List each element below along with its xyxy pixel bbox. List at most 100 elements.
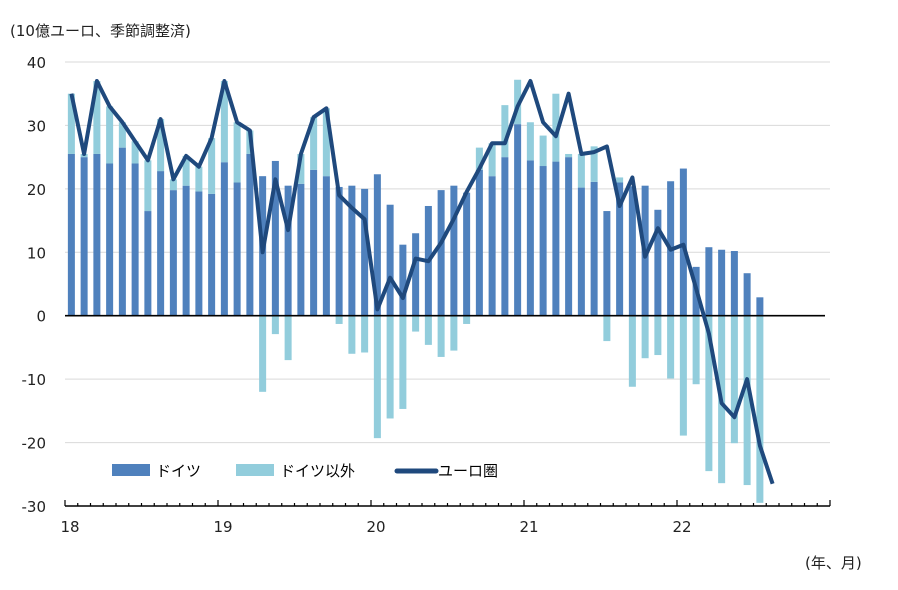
bar-other (106, 106, 114, 164)
bar-other (475, 147, 483, 170)
bar-germany (450, 185, 458, 316)
bar-other (730, 315, 738, 444)
bar-germany (437, 190, 445, 316)
y-tick-label: -30 (22, 498, 47, 516)
bar-other (335, 315, 343, 324)
bar-germany (616, 182, 624, 316)
legend-label-other: ドイツ以外 (280, 462, 355, 480)
bar-germany (297, 183, 305, 316)
bar-other (501, 105, 509, 158)
bar-other (297, 153, 305, 184)
legend-swatch-other (236, 464, 274, 476)
bar-other (756, 315, 764, 503)
bar-germany (361, 188, 369, 316)
bar-other (259, 315, 267, 392)
y-tick-label: -20 (22, 435, 47, 453)
x-tick-label: 19 (213, 518, 232, 536)
bar-germany (705, 247, 713, 316)
y-tick-label: 10 (27, 244, 46, 262)
legend-label-euro: ユーロ圏 (438, 462, 498, 480)
bar-other (743, 315, 751, 486)
bar-germany (195, 191, 203, 316)
bar-other (373, 315, 381, 439)
bar-other (67, 93, 75, 154)
legend-label-germany: ドイツ (156, 462, 201, 480)
bar-other (424, 315, 432, 345)
bar-germany (539, 166, 547, 316)
bar-germany (322, 176, 330, 316)
bar-other (590, 146, 598, 182)
bar-other (220, 81, 228, 163)
bar-germany (603, 211, 611, 316)
y-tick-label: 40 (27, 54, 46, 72)
bar-other (667, 315, 675, 379)
bar-germany (743, 273, 751, 316)
bar-other (310, 117, 318, 170)
bar-germany (577, 187, 585, 316)
bar-germany (565, 157, 573, 316)
bar-other (450, 315, 458, 351)
bar-germany (590, 181, 598, 316)
bar-other (705, 315, 713, 472)
bar-germany (144, 211, 152, 316)
bar-germany (284, 185, 292, 316)
bar-germany (386, 204, 394, 316)
y-tick-label: 30 (27, 117, 46, 135)
bar-germany (475, 169, 483, 316)
bar-other (616, 177, 624, 183)
bar-germany (157, 171, 165, 316)
bar-other (526, 122, 534, 161)
bar-germany (220, 162, 228, 316)
bar-other (463, 315, 471, 324)
bar-other (322, 108, 330, 177)
legend: ドイツ ドイツ以外 ユーロ圏 (112, 462, 498, 480)
bar-germany (67, 153, 75, 316)
y-unit-label: (10億ユーロ、季節調整済) (10, 22, 191, 40)
line-euro-area (69, 79, 775, 485)
bar-other (131, 141, 139, 164)
bar-germany (169, 190, 177, 316)
x-tick-label: 22 (672, 518, 691, 536)
y-tick-label: 20 (27, 181, 46, 199)
bar-germany (335, 186, 343, 316)
bar-other (539, 135, 547, 167)
bar-germany (131, 163, 139, 316)
bar-germany (233, 182, 241, 316)
x-tick-label: 20 (366, 518, 385, 536)
bar-other (233, 122, 241, 183)
bar-other (157, 119, 165, 172)
bar-other (118, 122, 126, 148)
bar-other (641, 315, 649, 359)
bar-germany (526, 160, 534, 316)
bar-other (169, 179, 177, 191)
bar-other (144, 160, 152, 212)
bar-other (679, 315, 687, 436)
bar-other (692, 315, 700, 385)
x-tick-label: 21 (519, 518, 538, 536)
bar-germany (756, 297, 764, 316)
bar-germany (679, 168, 687, 316)
bar-germany (310, 169, 318, 316)
bar-germany (552, 161, 560, 316)
bar-other (361, 315, 369, 353)
bar-other (437, 315, 445, 357)
bar-germany (106, 163, 114, 316)
bar-germany (730, 251, 738, 316)
bar-other (488, 143, 496, 177)
bar-other (654, 315, 662, 356)
bar-germany (208, 193, 216, 316)
bar-other (399, 315, 407, 409)
legend-swatch-germany (112, 464, 150, 476)
bar-other (208, 138, 216, 194)
bar-other (628, 315, 636, 387)
bar-other (565, 153, 573, 158)
bar-germany (246, 153, 254, 316)
bar-germany (463, 192, 471, 316)
bar-other (271, 315, 279, 335)
bar-germany (399, 244, 407, 316)
bar-other (552, 93, 560, 162)
bar-germany (93, 153, 101, 316)
bar-other (182, 155, 190, 186)
bar-germany (514, 124, 522, 316)
bar-other (284, 315, 292, 361)
